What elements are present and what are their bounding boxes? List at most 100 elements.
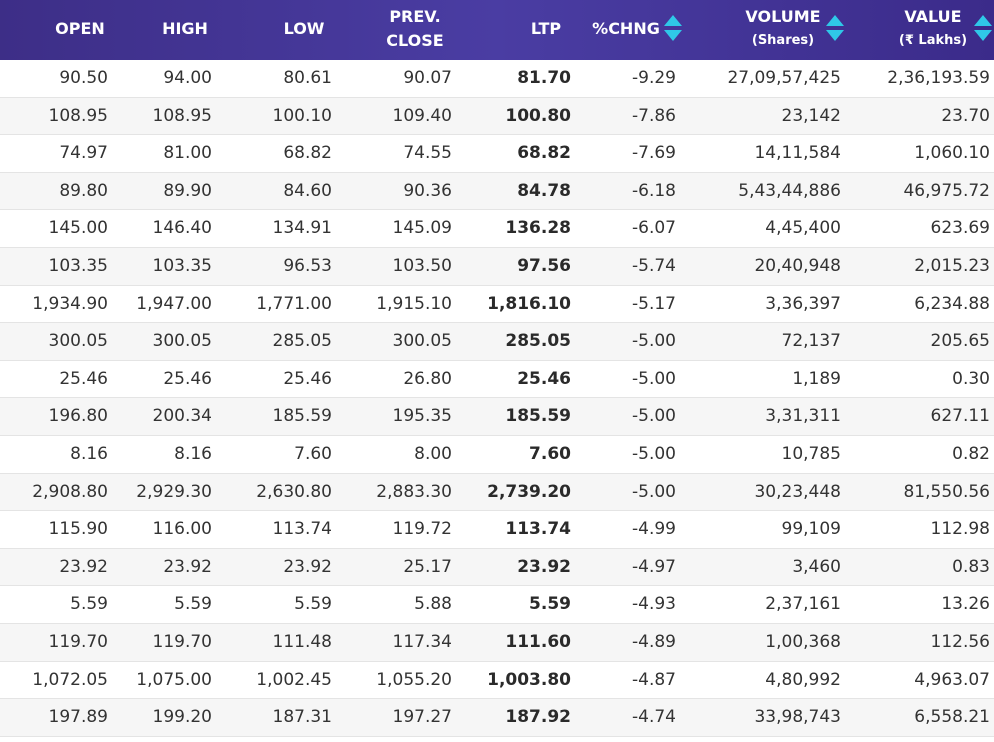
cell-value: 112.56 xyxy=(930,631,990,652)
table-row[interactable]: 89.80 89.90 84.60 90.36 84.78 -6.18 5,43,44,88… xyxy=(0,172,994,211)
header-value[interactable]: VALUE (₹ Lakhs) xyxy=(893,5,973,53)
cell-value: 627.11 xyxy=(930,406,990,427)
cell-ltp: 185.59 xyxy=(505,406,571,427)
table-row[interactable]: 8.16 8.16 7.60 8.00 7.60 -5.00 10,785 0.82 xyxy=(0,436,994,474)
cell-low: 1,002.45 xyxy=(256,669,332,690)
header-high-label: HIGH xyxy=(162,19,208,38)
cell-high: 146.40 xyxy=(152,218,212,239)
cell-ltp: 113.74 xyxy=(505,519,571,540)
header-prev-close-line1: PREV. xyxy=(389,7,441,26)
header-ltp[interactable]: LTP xyxy=(516,17,576,41)
cell-volume: 1,00,368 xyxy=(765,631,841,652)
cell-prev: 90.36 xyxy=(403,180,452,201)
table-row[interactable]: 145.00 146.40 134.91 145.09 136.28 -6.07 4,45,… xyxy=(0,210,994,248)
cell-value: 6,558.21 xyxy=(914,707,990,728)
cell-open: 74.97 xyxy=(59,143,108,164)
header-high[interactable]: HIGH xyxy=(145,17,225,41)
cell-prev: 74.55 xyxy=(403,143,452,164)
cell-high: 1,075.00 xyxy=(136,669,212,690)
cell-chng: -6.18 xyxy=(632,180,676,201)
table-row[interactable]: 196.80 200.34 185.59 195.35 185.59 -5.00 3,31,… xyxy=(0,398,994,436)
sort-chng-icon[interactable] xyxy=(664,15,682,43)
cell-chng: -6.07 xyxy=(632,218,676,239)
cell-chng: -5.00 xyxy=(632,481,676,502)
cell-low: 113.74 xyxy=(272,519,332,540)
table-row[interactable]: 197.89 199.20 187.31 197.27 187.92 -4.74 33,98… xyxy=(0,699,994,737)
cell-high: 8.16 xyxy=(174,443,212,464)
cell-chng: -5.74 xyxy=(632,255,676,276)
cell-low: 100.10 xyxy=(272,105,332,126)
cell-volume: 4,45,400 xyxy=(765,218,841,239)
cell-volume: 72,137 xyxy=(781,331,841,352)
header-chng[interactable]: %CHNG xyxy=(590,17,662,41)
header-value-line1: VALUE xyxy=(904,7,962,26)
cell-prev: 5.88 xyxy=(414,594,452,615)
cell-low: 23.92 xyxy=(283,556,332,577)
cell-prev: 117.34 xyxy=(392,631,452,652)
cell-chng: -5.00 xyxy=(632,406,676,427)
cell-chng: -9.29 xyxy=(632,68,676,88)
header-low[interactable]: LOW xyxy=(264,17,344,41)
table-row[interactable]: 115.90 116.00 113.74 119.72 113.74 -4.99 99,10… xyxy=(0,511,994,549)
cell-prev: 300.05 xyxy=(392,331,452,352)
header-open[interactable]: OPEN xyxy=(40,17,120,41)
cell-open: 197.89 xyxy=(48,707,108,728)
cell-ltp: 68.82 xyxy=(517,143,571,164)
cell-open: 119.70 xyxy=(48,631,108,652)
header-prev-close-line2: CLOSE xyxy=(386,31,444,50)
sort-volume-icon[interactable] xyxy=(826,15,844,43)
sort-value-icon[interactable] xyxy=(974,15,992,43)
cell-open: 300.05 xyxy=(48,331,108,352)
cell-low: 185.59 xyxy=(272,406,332,427)
cell-ltp: 7.60 xyxy=(529,443,571,464)
cell-prev: 26.80 xyxy=(403,368,452,389)
table-row[interactable]: 103.35 103.35 96.53 103.50 97.56 -5.74 20,40,9… xyxy=(0,247,994,286)
cell-volume: 30,23,448 xyxy=(754,481,841,502)
cell-chng: -7.69 xyxy=(632,143,676,164)
table-row[interactable]: 2,908.80 2,929.30 2,630.80 2,883.30 2,739.20… xyxy=(0,473,994,512)
cell-low: 84.60 xyxy=(283,180,332,201)
table-row[interactable]: 23.92 23.92 23.92 25.17 23.92 -4.97 3,460 0.83 xyxy=(0,548,994,587)
cell-open: 196.80 xyxy=(48,406,108,427)
table-row[interactable]: 300.05 300.05 285.05 300.05 285.05 -5.00 72,13… xyxy=(0,323,994,361)
cell-volume: 2,37,161 xyxy=(765,594,841,615)
cell-ltp: 1,816.10 xyxy=(487,293,571,314)
cell-high: 116.00 xyxy=(152,519,212,540)
cell-chng: -5.00 xyxy=(632,331,676,352)
cell-volume: 10,785 xyxy=(781,443,841,464)
cell-high: 23.92 xyxy=(163,556,212,577)
table-row[interactable]: 119.70 119.70 111.48 117.34 111.60 -4.89 1,00,… xyxy=(0,623,994,662)
cell-volume: 5,43,44,886 xyxy=(738,180,841,201)
table-row[interactable]: 1,934.90 1,947.00 1,771.00 1,915.10 1,816.10… xyxy=(0,286,994,324)
table-row[interactable]: 25.46 25.46 25.46 26.80 25.46 -5.00 1,189 0.30 xyxy=(0,361,994,399)
cell-value: 2,36,193.59 xyxy=(887,68,990,88)
cell-open: 145.00 xyxy=(48,218,108,239)
cell-chng: -4.74 xyxy=(632,707,676,728)
cell-prev: 197.27 xyxy=(392,707,452,728)
cell-value: 23.70 xyxy=(941,105,990,126)
header-ltp-label: LTP xyxy=(530,19,562,38)
cell-chng: -4.89 xyxy=(632,631,676,652)
cell-value: 1,060.10 xyxy=(914,143,990,164)
table-row[interactable]: 5.59 5.59 5.59 5.88 5.59 -4.93 2,37,161 13.26 xyxy=(0,586,994,624)
table-row[interactable]: 90.50 94.00 80.61 90.07 81.70 -9.29 27,09,57,4… xyxy=(0,60,994,98)
cell-value: 4,963.07 xyxy=(914,669,990,690)
cell-ltp: 97.56 xyxy=(517,255,571,276)
cell-high: 81.00 xyxy=(163,143,212,164)
cell-high: 199.20 xyxy=(152,707,212,728)
cell-low: 7.60 xyxy=(294,443,332,464)
table-row[interactable]: 1,072.05 1,075.00 1,002.45 1,055.20 1,003.80… xyxy=(0,662,994,700)
cell-volume: 4,80,992 xyxy=(765,669,841,690)
cell-open: 90.50 xyxy=(59,68,108,88)
table-row[interactable]: 74.97 81.00 68.82 74.55 68.82 -7.69 14,11,584 1… xyxy=(0,135,994,173)
cell-prev: 2,883.30 xyxy=(376,481,452,502)
cell-high: 89.90 xyxy=(163,180,212,201)
header-prev-close[interactable]: PREV. CLOSE xyxy=(372,5,458,53)
cell-low: 134.91 xyxy=(272,218,332,239)
cell-volume: 20,40,948 xyxy=(754,255,841,276)
cell-open: 1,072.05 xyxy=(32,669,108,690)
cell-chng: -5.00 xyxy=(632,368,676,389)
cell-ltp: 84.78 xyxy=(517,180,571,201)
header-volume[interactable]: VOLUME (Shares) xyxy=(740,5,826,53)
table-row[interactable]: 108.95 108.95 100.10 109.40 100.80 -7.86 23,14… xyxy=(0,97,994,136)
